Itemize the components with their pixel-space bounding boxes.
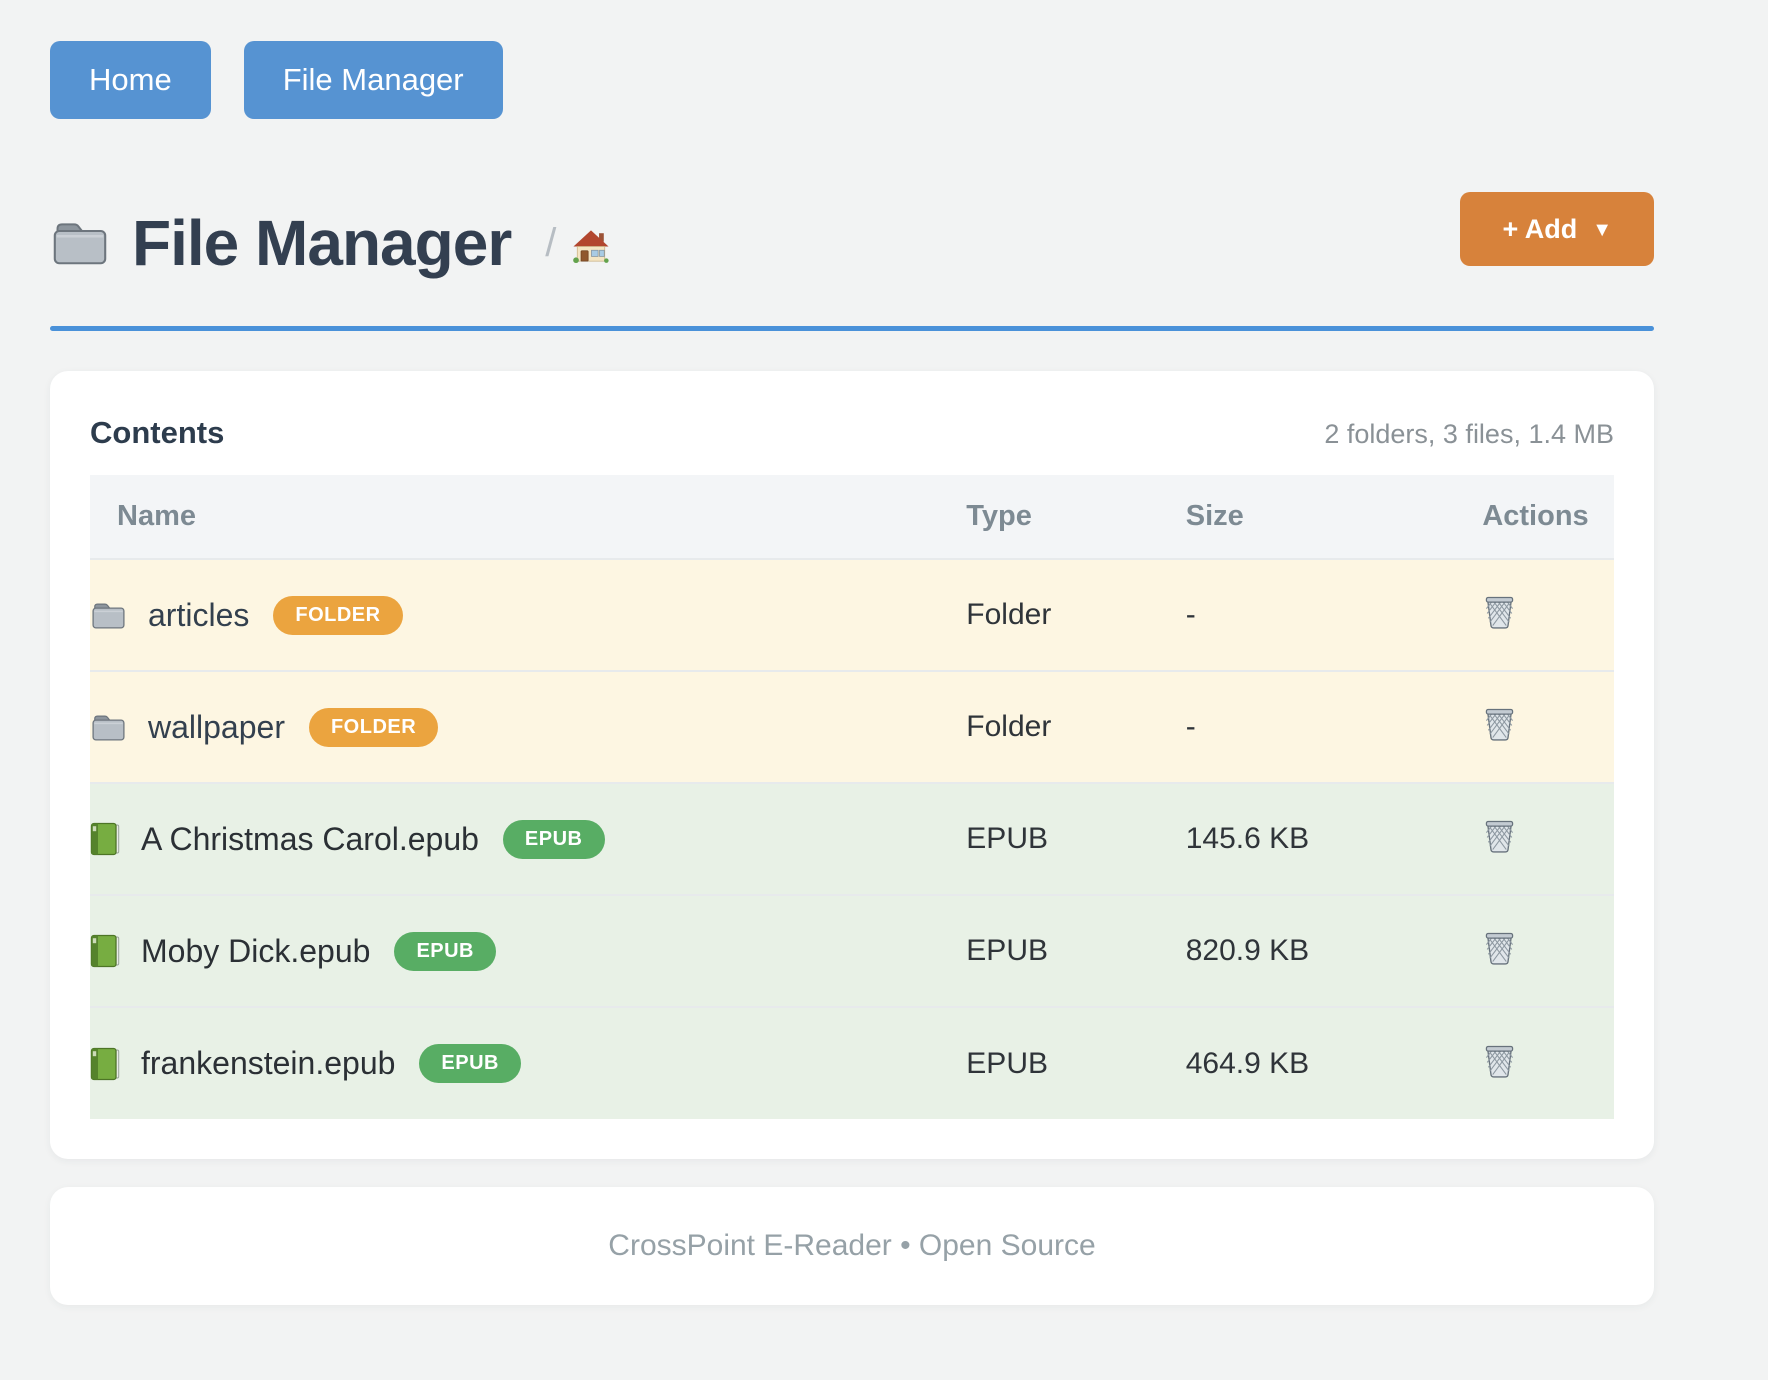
add-button-label: + Add [1502, 213, 1578, 244]
type-badge: EPUB [502, 819, 605, 859]
contents-summary: 2 folders, 3 files, 1.4 MB [1324, 419, 1614, 449]
type-badge: EPUB [419, 1044, 521, 1083]
page: Home File Manager File Manager / + Add ▼… [50, 0, 1654, 1305]
item-name-link[interactable]: wallpaper [148, 708, 285, 745]
contents-heading: Contents [90, 415, 225, 450]
item-name-link[interactable]: A Christmas Carol.epub [141, 820, 479, 857]
delete-button[interactable] [1482, 928, 1517, 968]
folder-icon [50, 216, 110, 270]
page-title: File Manager [132, 207, 512, 279]
type-cell: EPUB [966, 1046, 1048, 1080]
type-badge: EPUB [394, 931, 497, 971]
breadcrumb-separator: / [545, 220, 557, 265]
caret-down-icon: ▼ [1592, 218, 1612, 241]
divider [50, 326, 1654, 331]
trash-icon [1484, 930, 1515, 966]
type-cell: EPUB [966, 822, 1048, 855]
column-header-type: Type [966, 475, 1186, 559]
name-cell: Moby Dick.epub EPUB [90, 931, 966, 971]
table-header-row: Name Type Size Actions [90, 475, 1614, 559]
nav-file-manager-button[interactable]: File Manager [243, 41, 503, 119]
home-icon[interactable] [572, 228, 610, 264]
table-row: articles FOLDER Folder - [90, 559, 1614, 671]
delete-button[interactable] [1482, 816, 1517, 856]
size-cell: 145.6 KB [1185, 822, 1310, 855]
book-icon [90, 1047, 120, 1081]
delete-button[interactable] [1482, 592, 1517, 632]
book-icon [90, 822, 120, 856]
item-name-link[interactable]: Moby Dick.epub [141, 932, 371, 969]
add-button[interactable]: + Add ▼ [1460, 192, 1654, 266]
footer-text: CrossPoint E-Reader • Open Source [608, 1229, 1096, 1262]
trash-icon [1484, 594, 1515, 630]
trash-icon [1484, 818, 1515, 854]
item-name-link[interactable]: frankenstein.epub [141, 1045, 396, 1081]
table-row: frankenstein.epub EPUB EPUB 464.9 KB [90, 1007, 1614, 1119]
name-cell: A Christmas Carol.epub EPUB [90, 819, 966, 859]
size-cell: 820.9 KB [1185, 934, 1310, 967]
type-cell: EPUB [966, 934, 1048, 967]
type-cell: Folder [966, 710, 1052, 743]
trash-icon [1484, 706, 1515, 742]
type-badge: FOLDER [308, 707, 439, 747]
folder-icon [90, 599, 127, 632]
delete-button[interactable] [1482, 704, 1517, 744]
type-cell: Folder [966, 598, 1052, 631]
size-cell: - [1185, 598, 1196, 631]
column-header-name: Name [90, 475, 967, 559]
name-cell: wallpaper FOLDER [90, 707, 966, 747]
name-cell: frankenstein.epub EPUB [90, 1044, 966, 1083]
size-cell: - [1185, 710, 1196, 743]
size-cell: 464.9 KB [1185, 1046, 1310, 1080]
nav-home-button[interactable]: Home [50, 41, 211, 119]
title-wrap: File Manager / [50, 211, 610, 275]
table-row: Moby Dick.epub EPUB EPUB 820.9 KB [90, 895, 1614, 1007]
table-row: A Christmas Carol.epub EPUB EPUB 145.6 K… [90, 783, 1614, 895]
footer: CrossPoint E-Reader • Open Source [50, 1187, 1654, 1305]
top-nav: Home File Manager [50, 0, 1654, 119]
folder-icon [90, 711, 127, 744]
type-badge: FOLDER [273, 595, 403, 635]
trash-icon [1484, 1043, 1515, 1079]
column-header-actions: Actions [1457, 475, 1614, 559]
item-name-link[interactable]: articles [148, 596, 250, 633]
column-header-size: Size [1185, 475, 1458, 559]
file-table: Name Type Size Actions articles FOLDER F… [90, 475, 1614, 1119]
page-header: File Manager / + Add ▼ [50, 190, 1654, 275]
book-icon [90, 934, 120, 968]
contents-card: Contents 2 folders, 3 files, 1.4 MB Name… [50, 371, 1654, 1159]
delete-button[interactable] [1482, 1041, 1517, 1081]
table-row: wallpaper FOLDER Folder - [90, 671, 1614, 783]
card-head: Contents 2 folders, 3 files, 1.4 MB [90, 411, 1614, 451]
name-cell: articles FOLDER [90, 595, 966, 635]
